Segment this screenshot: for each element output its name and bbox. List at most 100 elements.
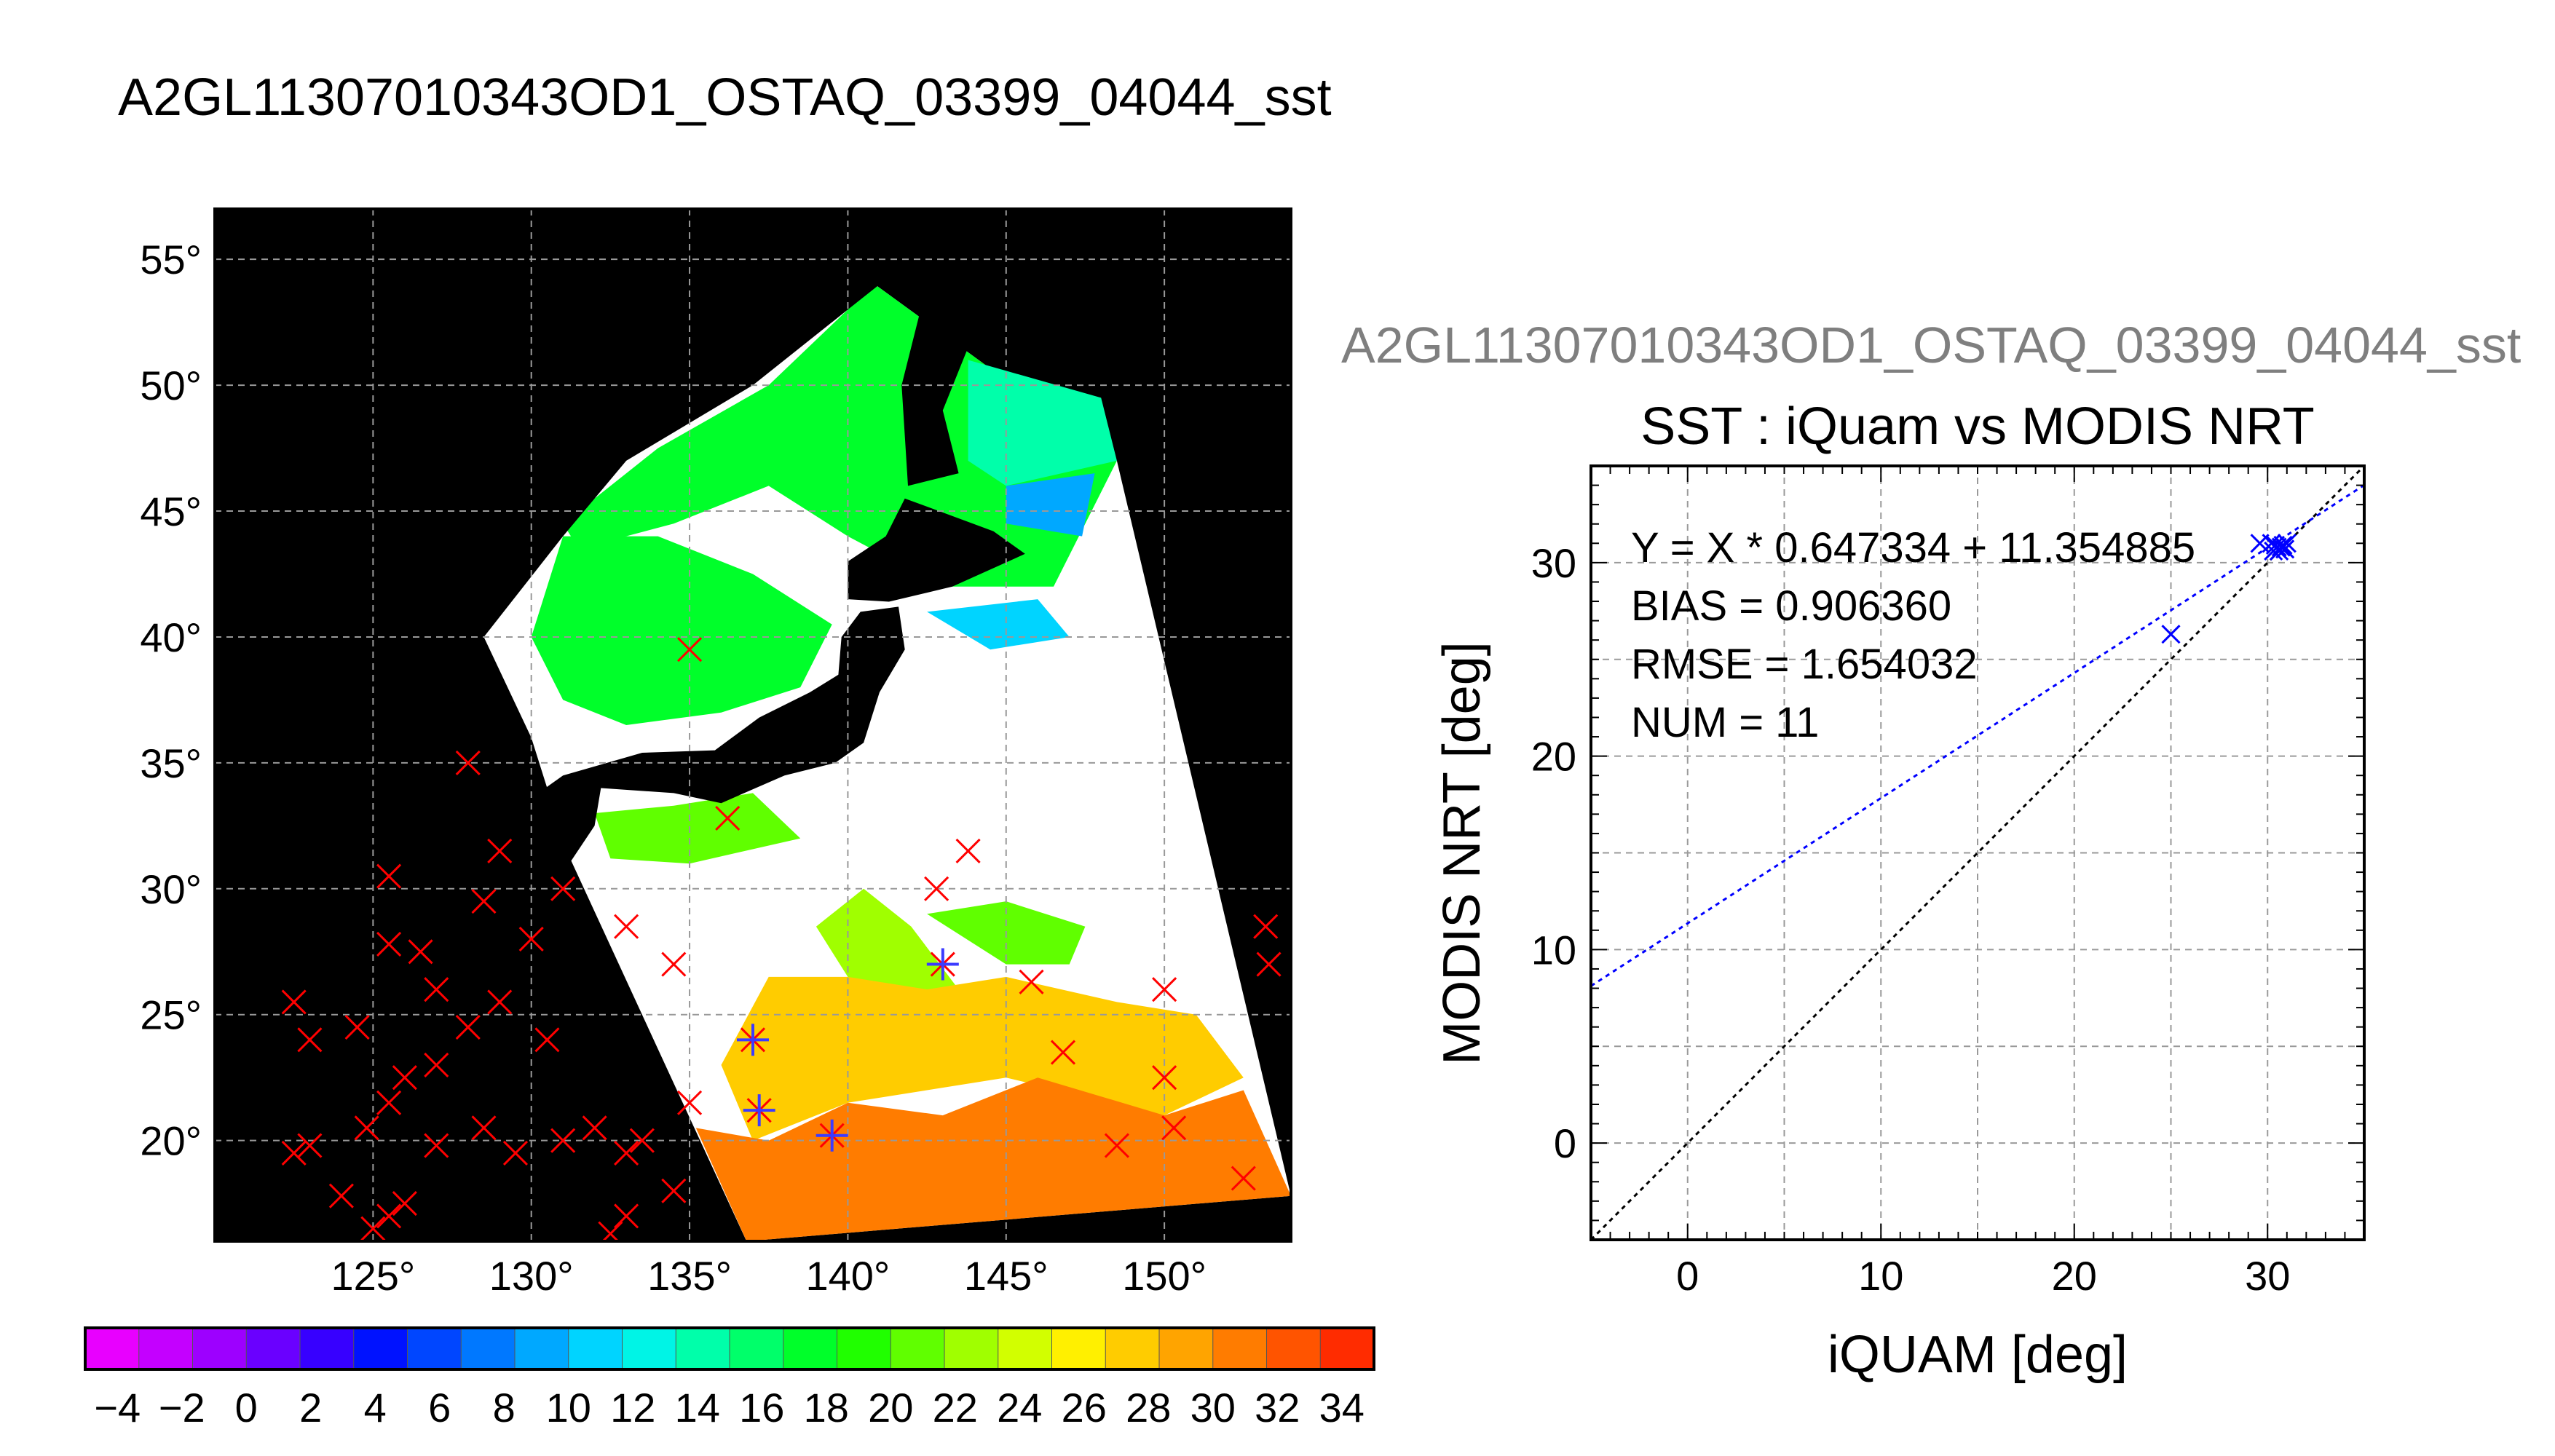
observation-marker bbox=[376, 1090, 402, 1115]
observation-marker-stroke bbox=[360, 1216, 386, 1241]
observation-marker-stroke bbox=[601, 1221, 623, 1241]
observation-marker-stroke bbox=[297, 1133, 323, 1158]
colorbar-cell bbox=[1158, 1327, 1214, 1370]
colorbar-cell bbox=[460, 1327, 516, 1370]
sst-region bbox=[594, 793, 801, 864]
observation-marker bbox=[281, 989, 307, 1015]
map-y-tick-label: 35° bbox=[140, 740, 202, 786]
scatter-point-stroke bbox=[2264, 541, 2283, 561]
observation-marker-stroke bbox=[455, 750, 481, 775]
observation-marker bbox=[614, 1140, 639, 1166]
observation-marker-stroke bbox=[424, 1133, 449, 1158]
land-polygon bbox=[531, 606, 905, 864]
observation-marker-stroke bbox=[376, 863, 402, 889]
colorbar-cell bbox=[837, 1327, 892, 1370]
observation-marker bbox=[676, 637, 703, 662]
colorbar-cell bbox=[514, 1327, 569, 1370]
observation-marker-stroke bbox=[1152, 977, 1177, 1002]
observation-marker-stroke bbox=[629, 1128, 655, 1153]
sst-region bbox=[816, 888, 959, 1015]
observation-marker bbox=[598, 1221, 623, 1241]
observation-marker bbox=[376, 863, 402, 889]
observation-marker-stroke bbox=[518, 926, 544, 952]
observation-marker bbox=[534, 1027, 560, 1053]
observation-marker-stroke bbox=[297, 1027, 323, 1053]
observation-marker bbox=[1019, 969, 1044, 994]
observation-marker bbox=[1253, 914, 1279, 939]
colorbar-cell bbox=[407, 1327, 462, 1370]
colorbar-tick-label: 34 bbox=[1319, 1385, 1365, 1431]
colorbar-cell bbox=[622, 1327, 677, 1370]
observation-marker bbox=[614, 914, 639, 939]
observation-marker-stroke bbox=[455, 1014, 481, 1040]
colorbar-tick-label: 6 bbox=[428, 1385, 451, 1431]
colorbar-tick-label: 18 bbox=[804, 1385, 849, 1431]
observation-marker-stroke bbox=[424, 977, 449, 1002]
observation-marker bbox=[550, 876, 576, 901]
colorbar-cell bbox=[890, 1327, 946, 1370]
observation-marker-stroke bbox=[550, 1128, 576, 1153]
colorbar-tick-label: 32 bbox=[1255, 1385, 1300, 1431]
observation-marker bbox=[955, 838, 981, 863]
map-gridlines bbox=[215, 209, 1291, 1241]
colorbar-tick-label: 10 bbox=[546, 1385, 591, 1431]
observation-marker bbox=[924, 876, 949, 901]
observation-marker bbox=[408, 939, 433, 965]
fit-statistics: Y = X * 0.647334 + 11.354885 BIAS = 0.906… bbox=[1631, 524, 2195, 746]
colorbar-tick-label: 26 bbox=[1062, 1385, 1107, 1431]
map-y-tick-label: 30° bbox=[140, 866, 202, 912]
map-y-tick-label: 40° bbox=[140, 614, 202, 660]
observation-marker bbox=[471, 1115, 497, 1141]
observation-marker bbox=[582, 1115, 607, 1141]
matched-observation-marker bbox=[926, 948, 959, 981]
observation-marker bbox=[297, 1133, 323, 1158]
colorbar-cells bbox=[84, 1327, 1375, 1370]
colorbar-tick-label: 16 bbox=[739, 1385, 784, 1431]
matched-observation-marker bbox=[737, 1024, 769, 1056]
sst-colorbar: −4 −2 0 2 4 6 8 10 12 14 16 18 20 22 24 26 28 30 32 34 bbox=[84, 1326, 1375, 1431]
map-y-tick-label: 50° bbox=[140, 363, 202, 408]
land-masses bbox=[215, 209, 1025, 1241]
observation-marker bbox=[715, 805, 741, 831]
sst-region bbox=[968, 360, 1117, 486]
scatter-point bbox=[2275, 539, 2295, 559]
observation-marker bbox=[1161, 1115, 1187, 1141]
colorbar-tick-label: 12 bbox=[610, 1385, 655, 1431]
colorbar-cell bbox=[998, 1327, 1053, 1370]
scatter-point bbox=[2264, 541, 2283, 561]
observation-marker bbox=[518, 926, 544, 952]
map-y-tick-label: 45° bbox=[140, 488, 202, 534]
colorbar-cell bbox=[353, 1327, 408, 1370]
land-polygon bbox=[848, 498, 1025, 602]
observation-marker bbox=[1256, 951, 1282, 977]
land-polygon bbox=[215, 209, 1006, 1241]
observation-marker-stroke bbox=[376, 1090, 402, 1115]
observation-marker bbox=[455, 750, 481, 775]
observation-marker-stroke bbox=[582, 1115, 607, 1141]
observation-marker bbox=[550, 1128, 576, 1153]
scatter-y-tick-label: 20 bbox=[1531, 734, 1576, 780]
colorbar-tick-label: 4 bbox=[364, 1385, 387, 1431]
observation-marker bbox=[424, 1133, 449, 1158]
scatter-point bbox=[2265, 535, 2285, 555]
scatter-point bbox=[2277, 534, 2297, 553]
colorbar-tick-label: 2 bbox=[299, 1385, 322, 1431]
matched-observation-marker bbox=[816, 1119, 848, 1152]
observation-marker bbox=[502, 1140, 529, 1166]
colorbar-cell bbox=[1266, 1327, 1322, 1370]
observation-marker-stroke bbox=[471, 889, 497, 914]
fit-statistic-line: BIAS = 0.906360 bbox=[1631, 582, 1951, 630]
observation-marker bbox=[360, 1216, 386, 1241]
observation-marker-stroke bbox=[281, 1140, 307, 1166]
observation-marker-stroke bbox=[1152, 1065, 1177, 1091]
colorbar-cell bbox=[192, 1327, 248, 1370]
observation-marker-stroke bbox=[534, 1027, 560, 1053]
observation-marker-stroke bbox=[281, 989, 307, 1015]
observation-marker-stroke bbox=[424, 1052, 449, 1077]
scatter-x-label: iQUAM [deg] bbox=[1828, 1326, 2128, 1384]
observation-marker-stroke bbox=[502, 1140, 529, 1166]
observation-marker bbox=[487, 838, 513, 863]
matched-observation-marker bbox=[743, 1094, 775, 1127]
map-x-tick-label: 125° bbox=[331, 1253, 415, 1299]
